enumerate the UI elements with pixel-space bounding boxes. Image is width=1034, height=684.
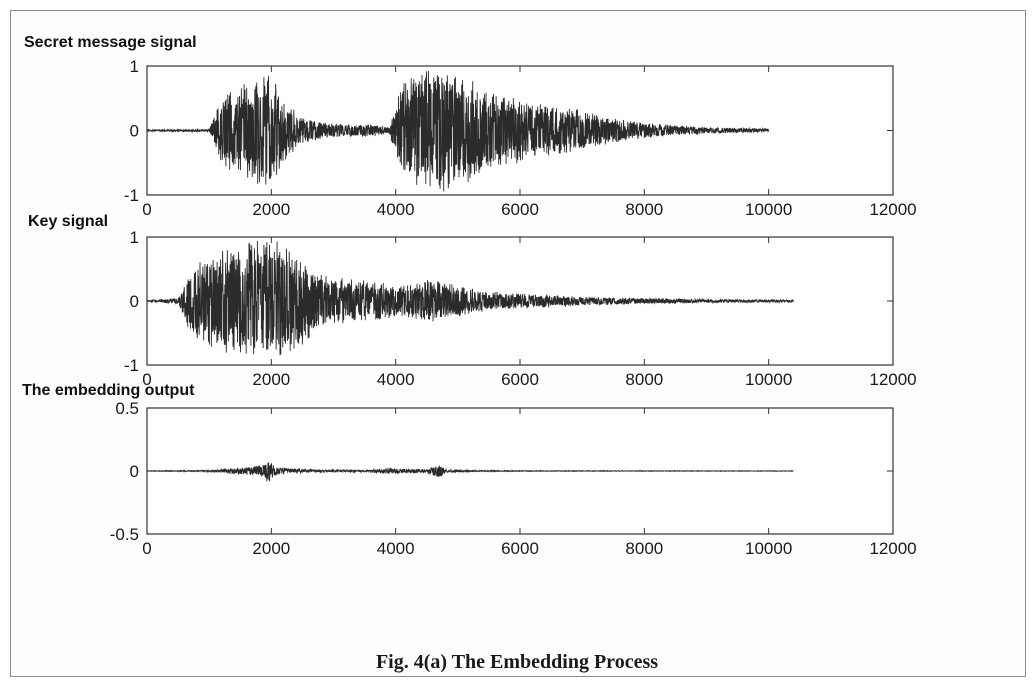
subplot-title: Secret message signal: [24, 34, 197, 51]
signal-line: [146, 70, 770, 192]
signal-line: [146, 462, 794, 482]
x-tick-label: 4000: [377, 200, 415, 219]
y-tick-label: 1: [130, 57, 139, 76]
x-tick-label: 4000: [377, 539, 415, 558]
x-tick-label: 10000: [745, 200, 792, 219]
x-tick-label: 8000: [625, 200, 663, 219]
y-tick-label: 0: [130, 292, 139, 311]
y-tick-label: 0: [130, 462, 139, 481]
x-tick-label: 8000: [625, 539, 663, 558]
y-tick-label: -1: [124, 356, 139, 375]
x-tick-label: 12000: [869, 370, 916, 389]
y-tick-label: 0.5: [115, 399, 139, 418]
x-tick-label: 0: [142, 370, 151, 389]
x-tick-label: 10000: [745, 370, 792, 389]
x-tick-label: 4000: [377, 370, 415, 389]
x-tick-label: 0: [142, 539, 151, 558]
signal-line: [146, 240, 794, 356]
x-tick-label: 8000: [625, 370, 663, 389]
y-tick-label: 0: [130, 122, 139, 141]
x-tick-label: 0: [142, 200, 151, 219]
x-tick-label: 10000: [745, 539, 792, 558]
y-tick-label: -1: [124, 186, 139, 205]
x-tick-label: 2000: [252, 370, 290, 389]
subplot-title: Key signal: [28, 213, 108, 230]
y-tick-label: 1: [130, 228, 139, 247]
x-tick-label: 6000: [501, 539, 539, 558]
x-tick-label: 12000: [869, 200, 916, 219]
figure-caption: Fig. 4(a) The Embedding Process: [375, 651, 659, 673]
subplot-title: The embedding output: [22, 382, 195, 399]
x-tick-label: 2000: [252, 539, 290, 558]
y-tick-label: -0.5: [110, 525, 139, 544]
x-tick-label: 6000: [501, 200, 539, 219]
x-tick-label: 2000: [252, 200, 290, 219]
x-tick-label: 6000: [501, 370, 539, 389]
x-tick-label: 12000: [869, 539, 916, 558]
